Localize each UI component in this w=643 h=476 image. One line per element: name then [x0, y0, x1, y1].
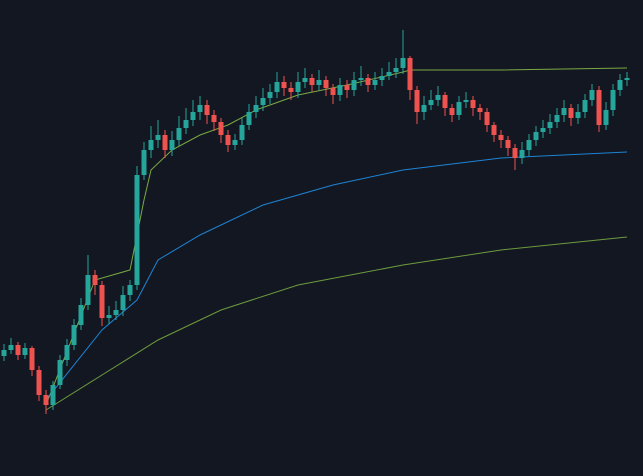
candle-body: [50, 385, 56, 405]
candle-body: [624, 78, 630, 80]
candle-body: [435, 95, 441, 100]
candle-body: [211, 115, 217, 122]
candle-body: [218, 122, 224, 135]
candle-body: [148, 140, 154, 150]
candle-body: [603, 110, 609, 125]
candle-body: [260, 98, 266, 105]
candle-body: [365, 78, 371, 85]
candle-body: [540, 128, 546, 132]
candle-body: [134, 175, 140, 285]
candle-body: [554, 115, 560, 122]
candle-body: [246, 112, 252, 125]
candle-body: [491, 125, 497, 135]
candle-body: [449, 108, 455, 115]
candle-body: [568, 108, 574, 118]
candle-body: [463, 100, 469, 102]
candle-body: [351, 80, 357, 90]
candle-body: [36, 370, 42, 395]
candle-body: [183, 120, 189, 128]
candle-body: [232, 140, 238, 145]
candle-body: [155, 135, 161, 140]
candle-body: [470, 100, 476, 108]
candle-body: [99, 285, 105, 318]
candle-body: [596, 90, 602, 125]
candle-body: [253, 105, 259, 112]
candle-body: [281, 82, 287, 88]
candle-body: [120, 295, 126, 310]
candle-body: [561, 108, 567, 115]
candle-body: [176, 128, 182, 140]
candle-body: [8, 345, 14, 350]
candle-body: [386, 72, 392, 76]
candle-body: [414, 90, 420, 112]
candle-body: [141, 150, 147, 175]
candle-body: [589, 90, 595, 100]
candle-body: [197, 105, 203, 112]
candle-body: [519, 150, 525, 158]
band-line: [45, 236, 628, 411]
candle-body: [547, 122, 553, 128]
candle-body: [575, 112, 581, 118]
candle-body: [204, 105, 210, 115]
candle-body: [526, 140, 532, 150]
candle-body: [533, 132, 539, 140]
candle-body: [64, 345, 70, 360]
candle-body: [316, 80, 322, 85]
candle-body: [106, 315, 112, 318]
candle-body: [190, 112, 196, 120]
candle-body: [337, 85, 343, 95]
candle-body: [407, 58, 413, 90]
candle-body: [512, 148, 518, 158]
candle-body: [113, 310, 119, 315]
candle-body: [477, 108, 483, 112]
candle-body: [428, 100, 434, 105]
candle-body: [57, 360, 63, 385]
candle-body: [379, 76, 385, 80]
candle-body: [274, 82, 280, 92]
candle-body: [288, 88, 294, 92]
candle-body: [43, 395, 49, 405]
candle-body: [330, 88, 336, 95]
candle-body: [498, 135, 504, 140]
candle-body: [22, 348, 28, 355]
candle-body: [582, 100, 588, 112]
candle-body: [302, 78, 308, 82]
candle-body: [344, 85, 350, 90]
candle-body: [617, 80, 623, 90]
candle-body: [71, 325, 77, 345]
candle-body: [484, 112, 490, 125]
candle-body: [393, 68, 399, 72]
candle-body: [225, 135, 231, 145]
candle-body: [127, 285, 133, 295]
candle-body: [239, 125, 245, 140]
candle-body: [358, 78, 364, 80]
candle-body: [309, 78, 315, 85]
candle-body: [169, 140, 175, 150]
candle-body: [162, 135, 168, 150]
candle-body: [400, 58, 406, 68]
candle-body: [610, 90, 616, 110]
candle-body: [267, 92, 273, 98]
candle-body: [456, 102, 462, 115]
band-line: [45, 151, 628, 401]
candle-body: [505, 140, 511, 148]
candle-body: [85, 275, 91, 305]
candle-body: [323, 80, 329, 88]
candle-body: [442, 95, 448, 108]
candle-body: [421, 105, 427, 112]
candle-body: [15, 345, 21, 355]
candle-body: [92, 275, 98, 285]
candle-body: [295, 82, 301, 92]
candle-body: [372, 80, 378, 85]
candle-body: [29, 348, 35, 370]
candle-body: [1, 350, 7, 356]
candle-body: [78, 305, 84, 325]
